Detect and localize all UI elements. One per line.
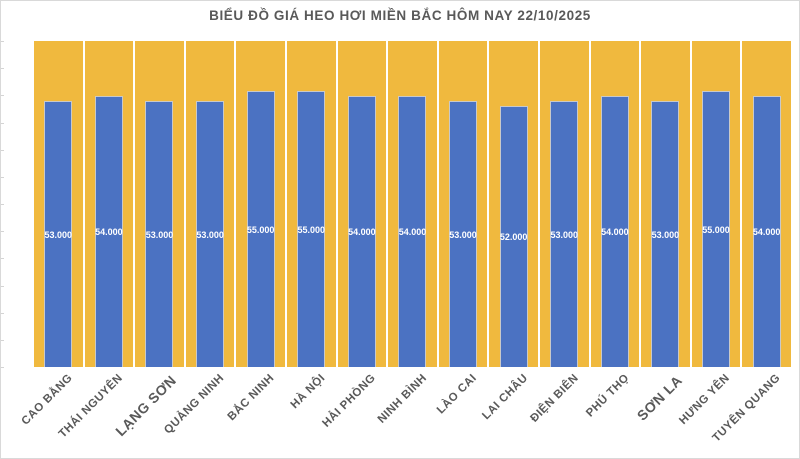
bar-value-label: 53.000: [196, 229, 224, 240]
bar-value-label: 53.000: [651, 229, 680, 240]
bar-value-label: 54.000: [752, 227, 781, 237]
bar-value-label: 53.000: [44, 229, 73, 240]
category-column: 53.000: [641, 41, 690, 367]
x-axis-labels: CAO BẰNG THÁI NGUYÊN LẠNG SƠN QUẢNG NINH BẮC…: [1, 367, 799, 458]
category-column: 53.000: [34, 41, 83, 367]
x-axis-label: LAI CHÂU: [480, 372, 531, 423]
bar-value-label: 52.000: [499, 232, 528, 242]
y-axis-tick: [1, 41, 4, 42]
y-axis-tick: [1, 204, 4, 205]
category-column: 54.000: [590, 41, 640, 367]
bar: 55.000: [246, 91, 275, 367]
bar: 52.000: [499, 106, 528, 367]
category-column: 54.000: [84, 41, 134, 367]
bar: 54.000: [398, 96, 427, 367]
x-axis-label: ĐIỆN BIÊN: [528, 372, 581, 425]
y-axis-tick: [1, 313, 4, 314]
bar: 54.000: [752, 96, 781, 367]
category-column: 53.000: [438, 41, 488, 367]
x-axis-label: CAO BẰNG: [19, 372, 75, 428]
y-axis-tick: [1, 231, 4, 232]
bar: 55.000: [702, 91, 731, 367]
bar-value-label: 54.000: [601, 227, 629, 237]
x-axis-label: SƠN LA: [633, 372, 685, 424]
x-axis-label: HÀ NỘI: [288, 372, 328, 412]
category-column: 53.000: [185, 41, 235, 367]
x-axis-label: BẮC NINH: [226, 372, 278, 424]
bar-value-label: 55.000: [702, 224, 730, 235]
category-column: 52.000: [489, 41, 538, 367]
bar-value-label: 53.000: [145, 229, 174, 240]
x-axis-label: NINH BÌNH: [375, 372, 429, 426]
bar: 53.000: [449, 101, 478, 367]
bar: 54.000: [600, 96, 629, 367]
bar-value-label: 55.000: [246, 224, 275, 235]
bar: 53.000: [145, 101, 174, 367]
bar: 53.000: [651, 101, 680, 367]
y-axis-tick: [1, 177, 4, 178]
category-column: 54.000: [742, 41, 791, 367]
x-axis-label: HẢI PHÒNG: [320, 372, 379, 430]
bar-value-label: 53.000: [449, 229, 477, 240]
category-column: 53.000: [135, 41, 184, 367]
category-column: 55.000: [286, 41, 336, 367]
plot-area: 53.000 54.000 53.000 53.000 55.000 55.000 54.0…: [34, 41, 791, 367]
y-axis-tick: [1, 68, 4, 69]
bar-value-label: 53.000: [550, 229, 578, 240]
x-axis-label: PHÚ THỌ: [583, 372, 632, 420]
bar: 54.000: [94, 96, 123, 367]
bar: 53.000: [44, 101, 73, 367]
y-axis-tick: [1, 340, 4, 341]
bar: 53.000: [550, 101, 579, 367]
category-column: 55.000: [236, 41, 285, 367]
bar-value-label: 54.000: [95, 227, 123, 237]
y-axis-tick: [1, 367, 4, 368]
bar: 55.000: [297, 91, 326, 367]
bar-value-label: 54.000: [398, 227, 427, 237]
x-axis-label: LÀO CAI: [435, 372, 480, 417]
category-column: 54.000: [388, 41, 437, 367]
category-column: 53.000: [539, 41, 589, 367]
bar: 54.000: [347, 96, 376, 367]
bar: 53.000: [196, 101, 225, 367]
category-column: 55.000: [691, 41, 741, 367]
bar-value-label: 55.000: [297, 224, 326, 235]
chart-title: BIỂU ĐỒ GIÁ HEO HƠI MIỀN BẮC HÔM NAY 22/…: [209, 8, 591, 23]
x-axis-label: HƯNG YÊN: [677, 372, 733, 427]
y-axis-tick: [1, 123, 4, 124]
y-axis-tick: [1, 95, 4, 96]
category-column: 54.000: [337, 41, 387, 367]
y-axis-tick: [1, 150, 4, 151]
y-axis-tick: [1, 258, 4, 259]
bar-value-label: 54.000: [348, 227, 376, 237]
y-axis-tick: [1, 286, 4, 287]
